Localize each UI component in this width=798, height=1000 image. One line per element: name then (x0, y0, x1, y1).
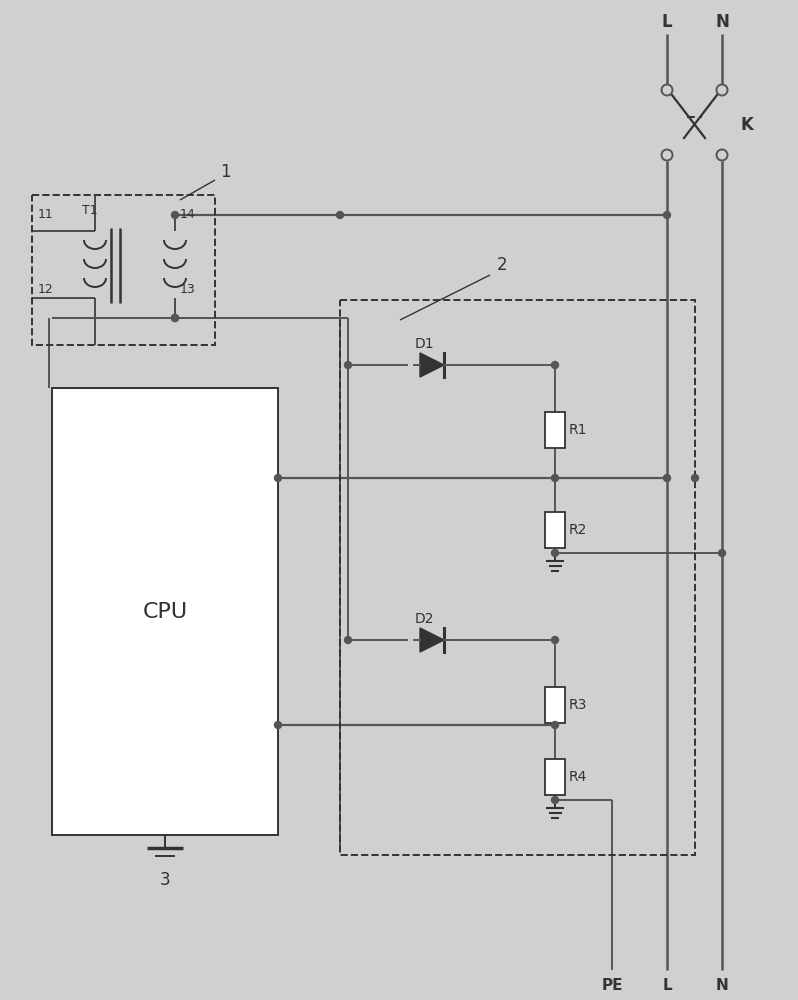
Circle shape (692, 475, 698, 482)
Circle shape (551, 637, 559, 644)
Text: R4: R4 (569, 770, 587, 784)
Text: R2: R2 (569, 523, 587, 537)
Text: K: K (740, 116, 753, 134)
Text: D1: D1 (414, 337, 434, 351)
Text: PE: PE (601, 978, 622, 992)
Bar (545, 759, 565, 795)
Text: 3: 3 (160, 871, 170, 889)
Bar (545, 687, 565, 723)
Circle shape (172, 212, 179, 219)
Text: R1: R1 (569, 423, 587, 437)
Text: 11: 11 (38, 208, 53, 221)
Text: 12: 12 (38, 283, 53, 296)
Text: N: N (716, 978, 729, 992)
Text: 2: 2 (496, 256, 508, 274)
Text: D2: D2 (414, 612, 434, 626)
Circle shape (551, 475, 559, 482)
Circle shape (345, 637, 351, 644)
Circle shape (717, 149, 728, 160)
Circle shape (551, 796, 559, 804)
Circle shape (275, 475, 282, 482)
Circle shape (663, 212, 670, 219)
Bar (545, 512, 565, 548)
Text: 1: 1 (219, 163, 231, 181)
Text: 14: 14 (180, 208, 196, 221)
Circle shape (663, 475, 670, 482)
Bar (545, 412, 565, 448)
Circle shape (717, 85, 728, 96)
Circle shape (551, 550, 559, 556)
Circle shape (551, 722, 559, 728)
Circle shape (662, 149, 673, 160)
Text: T1: T1 (82, 204, 98, 217)
Text: L: L (662, 13, 672, 31)
Bar (52, 388, 278, 835)
Text: N: N (715, 13, 729, 31)
Circle shape (172, 314, 179, 322)
Text: R3: R3 (569, 698, 587, 712)
Circle shape (718, 550, 725, 556)
Text: L: L (662, 978, 672, 992)
Circle shape (662, 85, 673, 96)
Text: CPU: CPU (142, 601, 188, 621)
Circle shape (345, 361, 351, 368)
Circle shape (337, 212, 343, 219)
Circle shape (275, 722, 282, 728)
Polygon shape (420, 353, 444, 377)
Polygon shape (420, 628, 444, 652)
Circle shape (172, 314, 179, 322)
Text: 13: 13 (180, 283, 196, 296)
Circle shape (551, 361, 559, 368)
